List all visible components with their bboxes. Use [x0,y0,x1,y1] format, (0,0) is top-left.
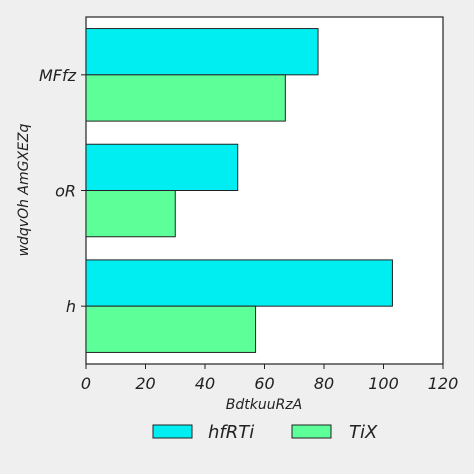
y-tick-label: MFfz [39,66,77,85]
y-tick-labels: MFfz oR h [39,66,86,316]
legend-label-hfRTi: hfRTi [208,422,254,443]
x-tick-labels: 0 20 40 60 80 100 120 [81,364,458,393]
x-tick-label: 20 [135,374,155,393]
legend-label-TiX: TiX [349,422,378,443]
bar-hfRTi-MFfz [85,28,319,76]
x-tick-label: 0 [81,374,91,393]
legend-swatch-TiX [291,424,332,439]
bar-TiX-h [85,305,257,353]
legend-swatch-hfRTi [152,424,193,439]
bars-group [85,28,393,353]
x-tick-label: 100 [368,374,399,393]
legend: hfRTi TiX [152,422,378,443]
x-tick-label: 80 [314,374,334,393]
bar-hfRTi-h [85,259,393,307]
y-tick-label: oR [55,182,76,201]
bar-TiX-oR [85,190,176,238]
y-axis-title: wdqvOh AmGXEZq [16,123,32,256]
bar-TiX-MFfz [85,74,286,122]
x-tick-label: 40 [195,374,215,393]
bar-hfRTi-oR [85,143,239,192]
x-tick-label: 60 [254,374,274,393]
x-tick-label: 120 [428,374,459,393]
x-axis-title: BdtkuuRzA [226,397,303,413]
y-tick-label: h [66,297,76,316]
